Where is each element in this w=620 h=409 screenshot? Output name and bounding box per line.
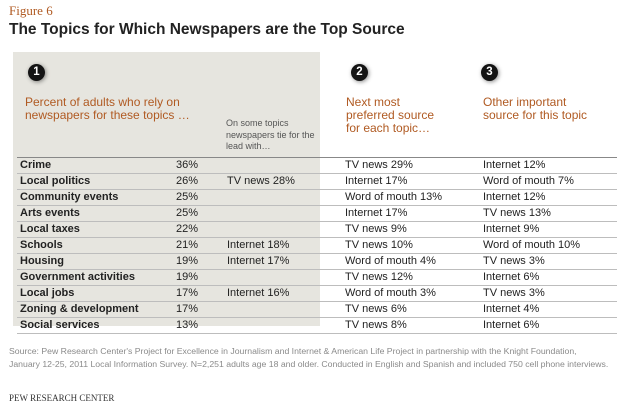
- table-row: Social services 13% TV news 8% Internet 6%: [17, 318, 617, 334]
- other-source-cell: TV news 3%: [483, 255, 545, 267]
- percent-cell: 17%: [176, 287, 199, 299]
- table-row: Local taxes 22% TV news 9% Internet 9%: [17, 222, 617, 238]
- table-row: Local jobs 17% Internet 16% Word of mouth 3…: [17, 286, 617, 302]
- next-source-cell: TV news 12%: [345, 271, 413, 283]
- page-title: The Topics for Which Newspapers are the …: [9, 21, 405, 38]
- tie-header: On some topics newspapers tie for the le…: [226, 118, 315, 151]
- col1-header: Percent of adults who rely on newspapers…: [25, 95, 190, 122]
- table-row: Schools 21% Internet 18% TV news 10% Word of…: [17, 238, 617, 254]
- topic-cell: Local taxes: [20, 223, 80, 235]
- table-row: Zoning & development 17% TV news 6% Interne…: [17, 302, 617, 318]
- tie-source-cell: Internet 17%: [227, 255, 290, 267]
- next-source-cell: Word of mouth 3%: [345, 287, 436, 299]
- next-source-cell: TV news 9%: [345, 223, 407, 235]
- topic-cell: Crime: [20, 159, 52, 171]
- percent-cell: 21%: [176, 239, 199, 251]
- percent-cell: 25%: [176, 207, 199, 219]
- next-source-cell: Internet 17%: [345, 175, 408, 187]
- table-row: Government activities 19% TV news 12% Inter…: [17, 270, 617, 286]
- next-source-cell: Word of mouth 13%: [345, 191, 443, 203]
- next-source-cell: TV news 6%: [345, 303, 407, 315]
- other-source-cell: Internet 6%: [483, 271, 540, 283]
- credit-line: PEW RESEARCH CENTER: [9, 393, 115, 403]
- figure-label: Figure 6: [9, 3, 53, 18]
- topic-cell: Housing: [20, 255, 64, 267]
- tie-source-cell: Internet 16%: [227, 287, 290, 299]
- topic-cell: Zoning & development: [20, 303, 139, 315]
- tie-source-cell: TV news 28%: [227, 175, 295, 187]
- next-source-cell: Internet 17%: [345, 207, 408, 219]
- percent-cell: 22%: [176, 223, 199, 235]
- other-source-cell: Internet 6%: [483, 319, 540, 331]
- next-source-cell: Word of mouth 4%: [345, 255, 436, 267]
- next-source-cell: TV news 29%: [345, 159, 413, 171]
- other-source-cell: Internet 9%: [483, 223, 540, 235]
- col2-header: Next most preferred source for each topi…: [346, 95, 435, 135]
- col3-header: Other important source for this topic: [483, 95, 588, 122]
- step-1-badge: 1: [28, 64, 45, 81]
- other-source-cell: Word of mouth 10%: [483, 239, 581, 251]
- other-source-cell: TV news 13%: [483, 207, 551, 219]
- percent-cell: 19%: [176, 271, 199, 283]
- percent-cell: 26%: [176, 175, 199, 187]
- next-source-cell: TV news 10%: [345, 239, 413, 251]
- other-source-cell: TV news 3%: [483, 287, 545, 299]
- topic-cell: Government activities: [20, 271, 135, 283]
- percent-cell: 13%: [176, 319, 199, 331]
- table-row: Local politics 26% TV news 28% Internet 17%…: [17, 174, 617, 190]
- other-source-cell: Internet 12%: [483, 159, 546, 171]
- topics-table: Crime 36% TV news 29% Internet 12% Local pol…: [17, 157, 617, 334]
- step-2-badge: 2: [351, 64, 368, 81]
- percent-cell: 19%: [176, 255, 199, 267]
- step-3-badge: 3: [481, 64, 498, 81]
- table-row: Crime 36% TV news 29% Internet 12%: [17, 158, 617, 174]
- table-row: Housing 19% Internet 17% Word of mouth 4% TV…: [17, 254, 617, 270]
- topic-cell: Arts events: [20, 207, 80, 219]
- topic-cell: Local jobs: [20, 287, 75, 299]
- percent-cell: 25%: [176, 191, 199, 203]
- other-source-cell: Internet 4%: [483, 303, 540, 315]
- source-note: Source: Pew Research Center's Project fo…: [9, 346, 609, 369]
- other-source-cell: Internet 12%: [483, 191, 546, 203]
- topic-cell: Local politics: [20, 175, 91, 187]
- topic-cell: Schools: [20, 239, 63, 251]
- topic-cell: Social services: [20, 319, 100, 331]
- table-row: Community events 25% Word of mouth 13% Inte…: [17, 190, 617, 206]
- next-source-cell: TV news 8%: [345, 319, 407, 331]
- other-source-cell: Word of mouth 7%: [483, 175, 574, 187]
- topic-cell: Community events: [20, 191, 119, 203]
- percent-cell: 17%: [176, 303, 199, 315]
- table-row: Arts events 25% Internet 17% TV news 13%: [17, 206, 617, 222]
- tie-source-cell: Internet 18%: [227, 239, 290, 251]
- percent-cell: 36%: [176, 159, 199, 171]
